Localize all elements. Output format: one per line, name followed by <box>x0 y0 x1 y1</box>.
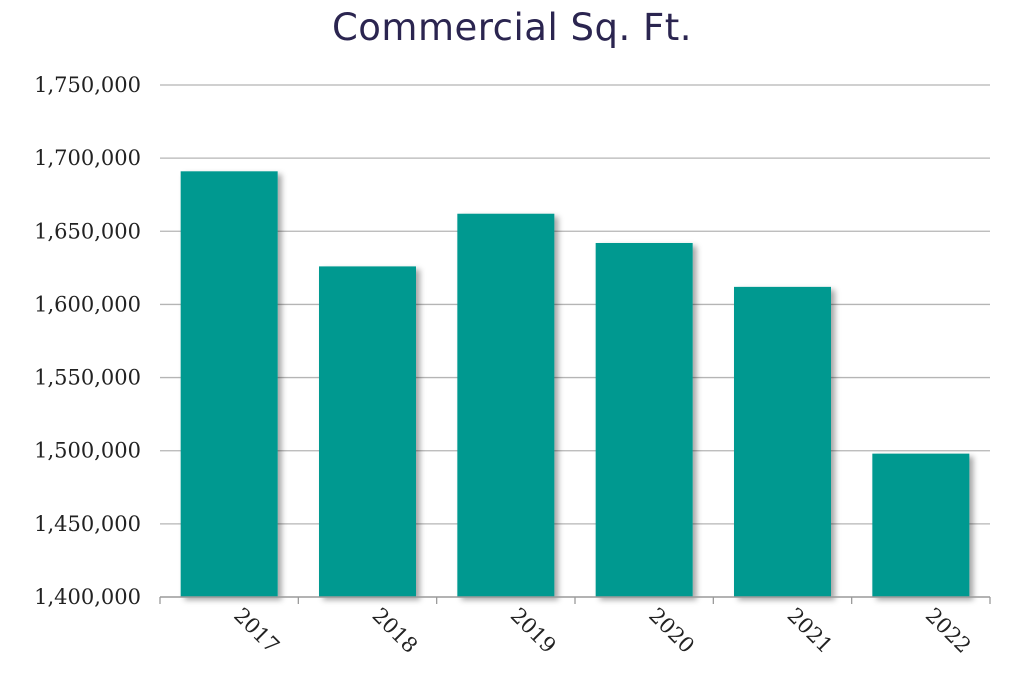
y-tick-label: 1,650,000 <box>34 219 141 243</box>
bar-2020 <box>595 242 693 597</box>
y-tick-label: 1,550,000 <box>34 366 141 390</box>
y-tick-label: 1,400,000 <box>34 585 141 609</box>
bar-2021 <box>734 286 831 597</box>
x-tick-label: 2019 <box>506 603 561 658</box>
chart-title: Commercial Sq. Ft. <box>331 6 693 49</box>
bar-2017 <box>180 171 278 597</box>
x-tick-label: 2021 <box>783 603 838 658</box>
x-tick-label: 2022 <box>921 603 976 658</box>
bar-2018 <box>319 266 416 597</box>
y-tick-label: 1,500,000 <box>34 439 141 463</box>
x-tick-label: 2017 <box>229 603 284 658</box>
y-tick-label: 1,600,000 <box>34 292 141 316</box>
gridlines <box>160 84 990 525</box>
y-tick-label: 1,750,000 <box>34 73 141 97</box>
x-tick-label: 2020 <box>644 603 699 658</box>
axes <box>159 596 991 604</box>
y-tick-label: 1,450,000 <box>34 512 141 536</box>
bar-2019 <box>457 213 555 597</box>
x-tick-label: 2018 <box>368 603 423 658</box>
bar-2022 <box>872 453 970 597</box>
y-tick-label: 1,700,000 <box>34 146 141 170</box>
bars <box>180 171 970 597</box>
